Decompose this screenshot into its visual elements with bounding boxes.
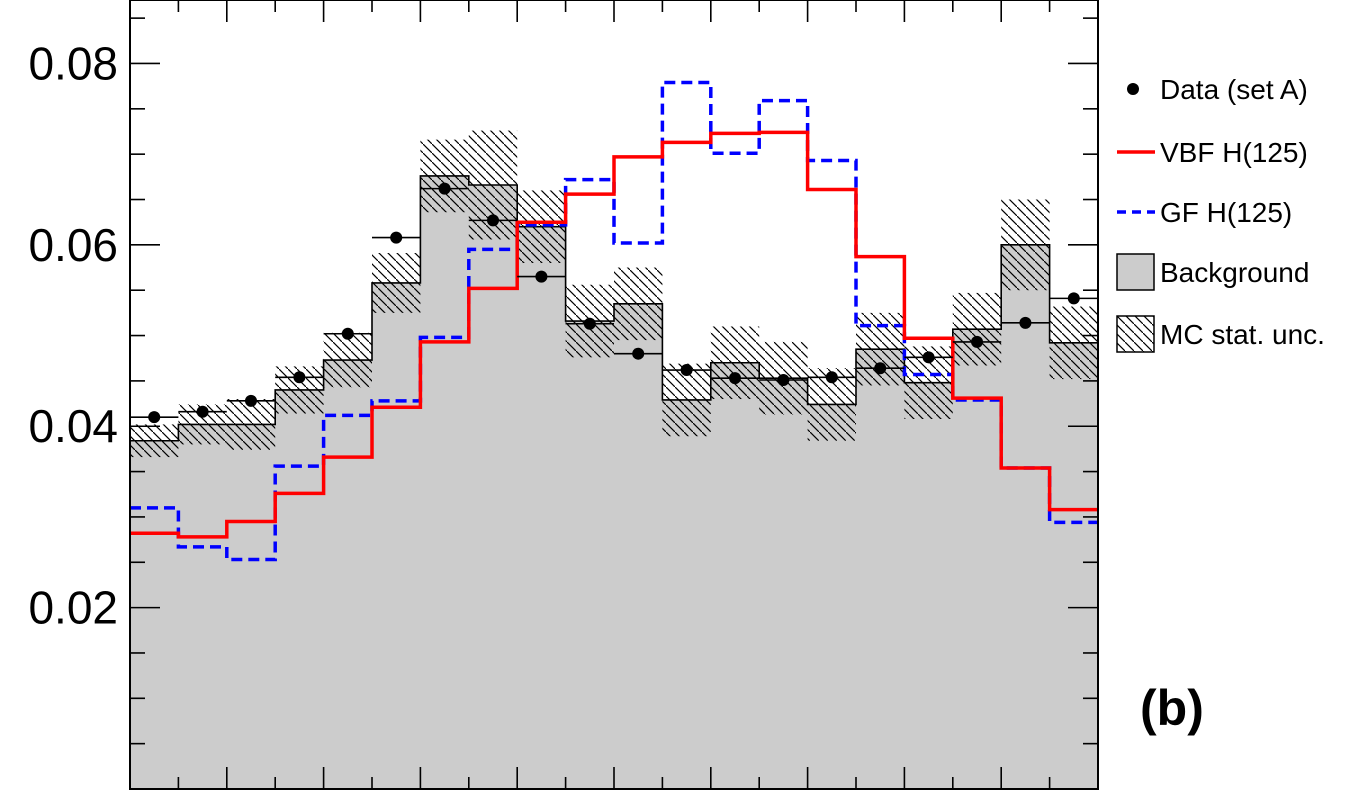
background-bin: [565, 321, 615, 789]
mc-stat-unc-band: [420, 139, 469, 213]
data-point: [1019, 316, 1032, 329]
data-point: [487, 214, 499, 227]
data-point: [341, 327, 354, 340]
plot-area: [130, 80, 1098, 790]
data-point: [390, 231, 403, 244]
data-point: [729, 372, 741, 385]
y-tick-label: 0.08: [28, 37, 118, 89]
background-bin: [130, 440, 179, 789]
legend-label: GF H(125): [1160, 197, 1292, 228]
data-point: [825, 371, 838, 384]
background-bin: [710, 362, 760, 789]
legend: Data (set A) VBF H(125) GF H(125) Backgroun…: [1116, 74, 1325, 353]
data-point: [971, 335, 983, 348]
data-point: [922, 351, 935, 364]
background-bin: [178, 424, 228, 789]
mc-stat-unc-band: [952, 292, 1002, 366]
mc-stat-unc-band: [130, 424, 179, 458]
mc-stat-unc-band: [323, 332, 372, 388]
data-point: [438, 182, 451, 195]
background-bin: [662, 399, 712, 789]
data-point: [535, 270, 548, 283]
background-bin: [323, 360, 373, 789]
panel-label: (b): [1140, 680, 1204, 736]
background-bin: [904, 382, 954, 789]
legend-marker-background: [1116, 253, 1155, 291]
legend-entry: GF H(125): [1117, 197, 1292, 228]
legend-label: Background: [1160, 257, 1309, 288]
legend-entry: VBF H(125): [1117, 137, 1308, 168]
legend-marker-mc-stat: [1116, 315, 1155, 353]
data-point: [680, 364, 693, 377]
mc-stat-unc-band: [1049, 306, 1098, 380]
legend-label: MC stat. unc.: [1160, 319, 1325, 350]
mc-stat-unc-band: [856, 312, 905, 386]
background-bin: [1049, 342, 1098, 789]
background-bin: [807, 404, 857, 789]
mc-stat-unc-band: [710, 326, 760, 400]
background-bin: [614, 303, 663, 789]
legend-entry: Data (set A): [1127, 74, 1308, 105]
y-tick-label: 0.04: [28, 400, 118, 452]
legend-marker-data: [1127, 83, 1139, 95]
data-point: [583, 317, 596, 330]
mc-stat-unc-band: [1001, 199, 1050, 291]
data-point: [874, 362, 887, 375]
data-point: [293, 371, 306, 384]
data-point: [196, 405, 209, 418]
mc-stat-unc-band: [226, 399, 276, 450]
background-bin: [372, 282, 421, 789]
background-bin: [952, 329, 1002, 789]
legend-entry: MC stat. unc.: [1116, 315, 1325, 353]
data-point: [632, 347, 645, 360]
background-bin: [759, 378, 809, 789]
legend-label: VBF H(125): [1160, 137, 1308, 168]
y-tick-label: 0.06: [28, 219, 118, 271]
legend-entry: Background: [1116, 253, 1309, 291]
background-bin: [275, 389, 325, 789]
background-bin: [856, 349, 905, 789]
mc-stat-unc-band: [614, 267, 663, 341]
background-bin: [420, 175, 470, 789]
data-point: [245, 394, 257, 407]
background-bin: [517, 226, 567, 790]
background-bin: [226, 424, 276, 789]
gf-h125-line: [130, 80, 1098, 562]
legend-label: Data (set A): [1160, 74, 1308, 105]
mc-stat-unc-band: [517, 190, 566, 263]
y-tick-label: 0.02: [28, 582, 118, 634]
vbf-h125-line: [130, 130, 1098, 539]
data-point: [148, 411, 161, 424]
background-bin: [1001, 244, 1051, 790]
data-point: [1067, 292, 1080, 305]
data-point: [777, 373, 790, 386]
axes: 0.02 0.04 0.06 0.08: [28, 0, 1099, 790]
mc-stat-unc-band: [372, 253, 421, 313]
background-bin: [468, 185, 518, 789]
